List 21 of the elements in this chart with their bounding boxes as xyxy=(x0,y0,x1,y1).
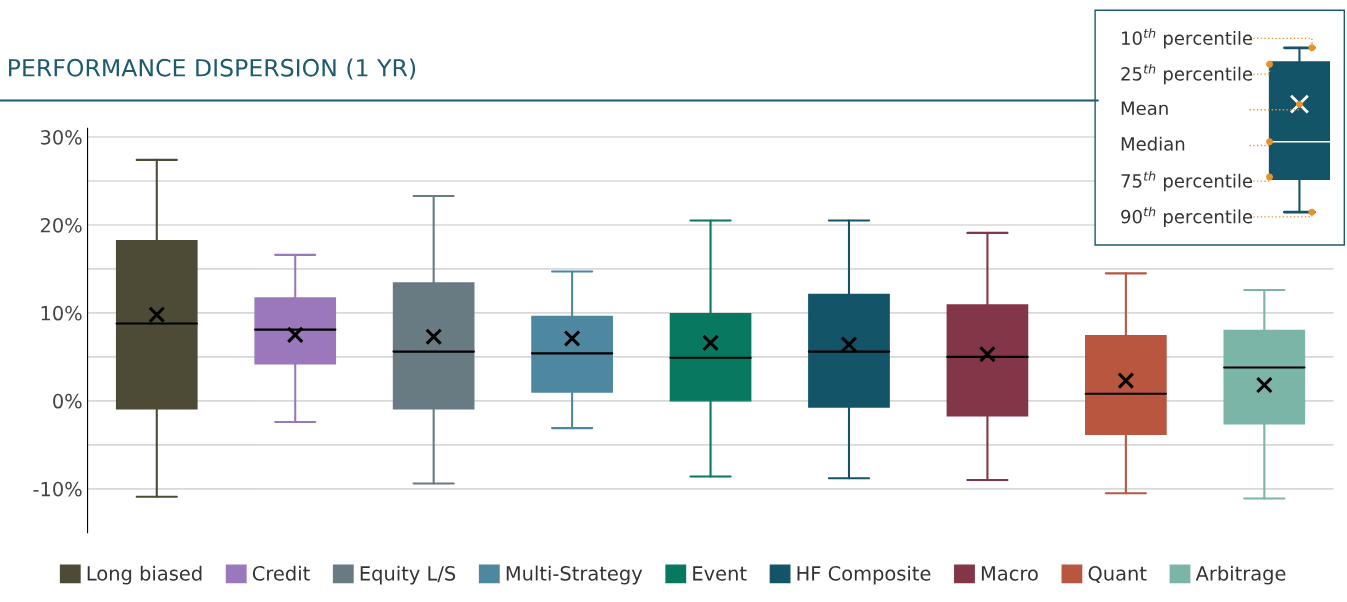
text: 10$^{th}$ percentile xyxy=(1122,28,1253,49)
legend-label: Arbitrage xyxy=(1195,565,1286,585)
legend-label: Macro xyxy=(981,566,1038,581)
text: 25$^{th}$ percentile xyxy=(1121,63,1253,85)
legend-label: Event xyxy=(693,566,747,581)
y-tick-label: 30% xyxy=(40,129,82,145)
legend-label: HF Composite xyxy=(797,565,931,585)
legend-label: Equity L/S xyxy=(360,565,456,585)
y-tick-label: 10% xyxy=(41,305,82,321)
legend-label: Credit xyxy=(252,565,310,581)
legend-label: Quant xyxy=(1088,566,1147,583)
annotation: 90$^{th}$ percentile xyxy=(1121,206,1253,227)
legend-label: Long biased xyxy=(87,565,202,585)
chart-title: PERFORMANCE DISPERSION (1 YR) xyxy=(9,58,416,80)
text: Mean xyxy=(1121,101,1168,116)
annotation: 75$^{th}$ percentile xyxy=(1121,170,1253,192)
y-tick-label: -10% xyxy=(33,481,82,497)
annotation: Median xyxy=(1121,136,1185,151)
y-tick-label: 0% xyxy=(53,393,82,409)
legend-label: Multi-Strategy xyxy=(506,565,643,585)
y-tick-label: 20% xyxy=(40,217,82,233)
